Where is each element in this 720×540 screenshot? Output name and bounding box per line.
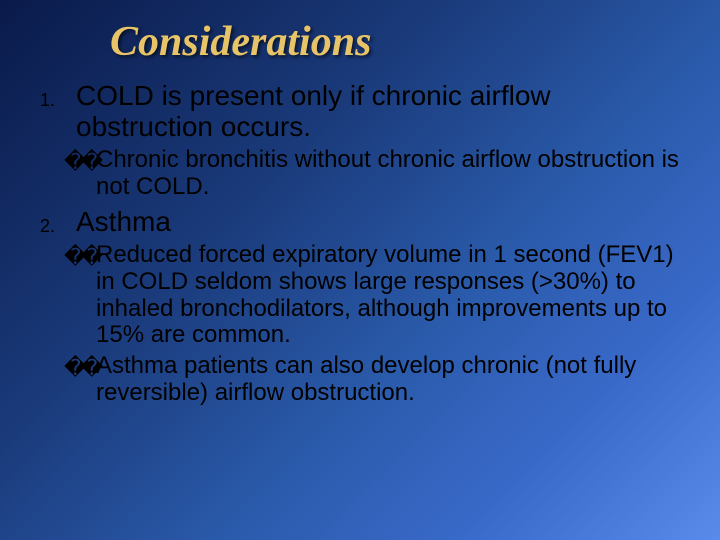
bullet-item: �� Chronic bronchitis without chronic ai… (64, 147, 690, 201)
numbered-item: 1. COLD is present only if chronic airfl… (30, 80, 690, 143)
number-marker: 2. (30, 206, 76, 237)
slide-title: Considerations (110, 18, 690, 66)
number-marker: 1. (30, 80, 76, 111)
slide-container: Considerations 1. COLD is present only i… (0, 0, 720, 540)
bullet-marker-icon: �� (64, 147, 96, 175)
bullet-item: �� Asthma patients can also develop chro… (64, 353, 690, 407)
bullet-text: Asthma patients can also develop chronic… (96, 353, 690, 407)
numbered-text: COLD is present only if chronic airflow … (76, 80, 690, 143)
bullet-text: Reduced forced expiratory volume in 1 se… (96, 242, 690, 350)
bullet-marker-icon: �� (64, 353, 96, 381)
numbered-text: Asthma (76, 206, 171, 237)
bullet-marker-icon: �� (64, 242, 96, 270)
numbered-item: 2. Asthma (30, 206, 690, 237)
bullet-item: �� Reduced forced expiratory volume in 1… (64, 242, 690, 350)
bullet-text: Chronic bronchitis without chronic airfl… (96, 147, 690, 201)
